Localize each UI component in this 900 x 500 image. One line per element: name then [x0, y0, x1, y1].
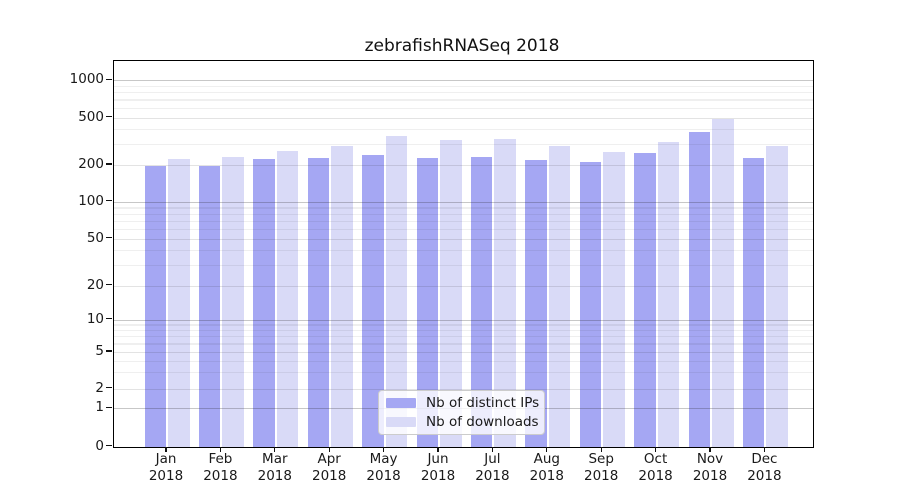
y-tick-mark-200	[106, 163, 112, 165]
y-tick-mark-20	[106, 284, 112, 286]
x-axis-tick-label: Jul 2018	[475, 451, 510, 484]
x-tick-mark-mar	[274, 446, 276, 452]
y-axis-tick-label: 10	[86, 310, 104, 327]
x-tick-mark-jul	[491, 446, 494, 452]
bars-layer	[114, 61, 813, 447]
downloads-bar-jul	[494, 139, 516, 447]
x-tick-mark-aug	[546, 446, 548, 452]
y-axis-tick-label: 2	[95, 379, 104, 396]
y-axis-tick-label: 100	[78, 192, 104, 209]
downloads-bar-mar	[276, 151, 299, 447]
ips-bar-may	[362, 154, 384, 447]
ips-bar-jul	[470, 157, 493, 447]
x-axis-tick-label: Oct 2018	[638, 451, 673, 484]
y-axis-tick-label: 0	[95, 437, 104, 454]
y-axis-tick-label: 200	[78, 156, 104, 172]
y-axis-tick-label: 1	[95, 399, 104, 416]
plot-area	[112, 60, 814, 448]
y-axis-tick-label: 5	[95, 343, 104, 359]
x-axis-tick-label: Nov 2018	[692, 451, 728, 484]
ips-bar-mar	[253, 158, 275, 447]
x-tick-mark-dec	[763, 446, 766, 452]
x-tick-mark-sep	[600, 446, 602, 452]
legend-label: Nb of downloads	[426, 414, 539, 430]
x-axis-tick-label: Jun 2018	[420, 451, 456, 484]
y-tick-mark-5	[106, 350, 112, 352]
y-axis-tick-label: 50	[86, 229, 104, 246]
ips-bar-jan	[144, 166, 166, 447]
legend-item-downloads: Nb of downloads	[386, 414, 539, 430]
y-tick-mark-500	[106, 115, 112, 118]
downloads-bar-apr	[331, 145, 353, 447]
legend-label: Nb of distinct IPs	[426, 395, 540, 411]
ips-bar-oct	[634, 153, 656, 447]
y-tick-mark-50	[106, 237, 112, 239]
downloads-bar-nov	[712, 118, 734, 447]
downloads-bar-jan	[168, 158, 190, 447]
downloads-bar-sep	[603, 151, 625, 447]
y-tick-mark-10	[106, 317, 112, 320]
ips-bar-jun	[416, 157, 438, 447]
y-tick-mark-1	[106, 406, 112, 408]
ips-bar-nov	[688, 131, 710, 447]
y-tick-mark-0	[106, 444, 112, 447]
ips-bar-aug	[525, 159, 547, 447]
x-tick-mark-oct	[654, 446, 657, 452]
legend-swatch	[386, 417, 416, 427]
x-axis-tick-label: Aug 2018	[529, 451, 564, 484]
ips-bar-sep	[579, 162, 602, 447]
x-tick-mark-nov	[709, 446, 711, 452]
x-axis-tick-label: Feb 2018	[203, 451, 238, 484]
downloads-bar-may	[385, 136, 408, 447]
y-axis-tick-label: 20	[86, 276, 104, 293]
ips-bar-dec	[742, 157, 765, 447]
x-axis-tick-label: Jan 2018	[148, 451, 184, 484]
x-tick-mark-jan	[165, 446, 167, 452]
chart-title: zebrafishRNASeq 2018	[364, 36, 560, 56]
downloads-bar-oct	[657, 141, 680, 447]
x-axis-tick-label: Apr 2018	[312, 451, 347, 484]
y-tick-mark-1000	[106, 78, 112, 81]
x-tick-mark-feb	[219, 446, 222, 452]
ips-bar-feb	[198, 166, 221, 447]
downloads-bar-jun	[440, 140, 462, 447]
y-tick-mark-100	[106, 200, 112, 202]
x-axis-tick-label: May 2018	[366, 451, 401, 484]
x-axis-tick-label: Sep 2018	[584, 451, 619, 484]
downloads-bar-dec	[766, 146, 788, 447]
x-axis-tick-label: Mar 2018	[257, 451, 292, 484]
downloads-bar-feb	[222, 157, 244, 447]
x-axis-tick-label: Dec 2018	[747, 451, 782, 484]
y-tick-mark-2	[106, 386, 112, 389]
ips-bar-apr	[307, 157, 330, 447]
y-axis-tick-label: 500	[78, 108, 104, 125]
x-tick-mark-jun	[437, 446, 439, 452]
downloads-bar-aug	[548, 146, 571, 447]
legend: Nb of distinct IPs Nb of downloads	[378, 390, 545, 435]
x-tick-mark-may	[382, 446, 385, 452]
legend-item-distinct-ips: Nb of distinct IPs	[386, 395, 540, 411]
x-tick-mark-apr	[328, 446, 330, 452]
y-axis-tick-label: 1000	[69, 71, 104, 88]
legend-swatch	[386, 398, 416, 408]
